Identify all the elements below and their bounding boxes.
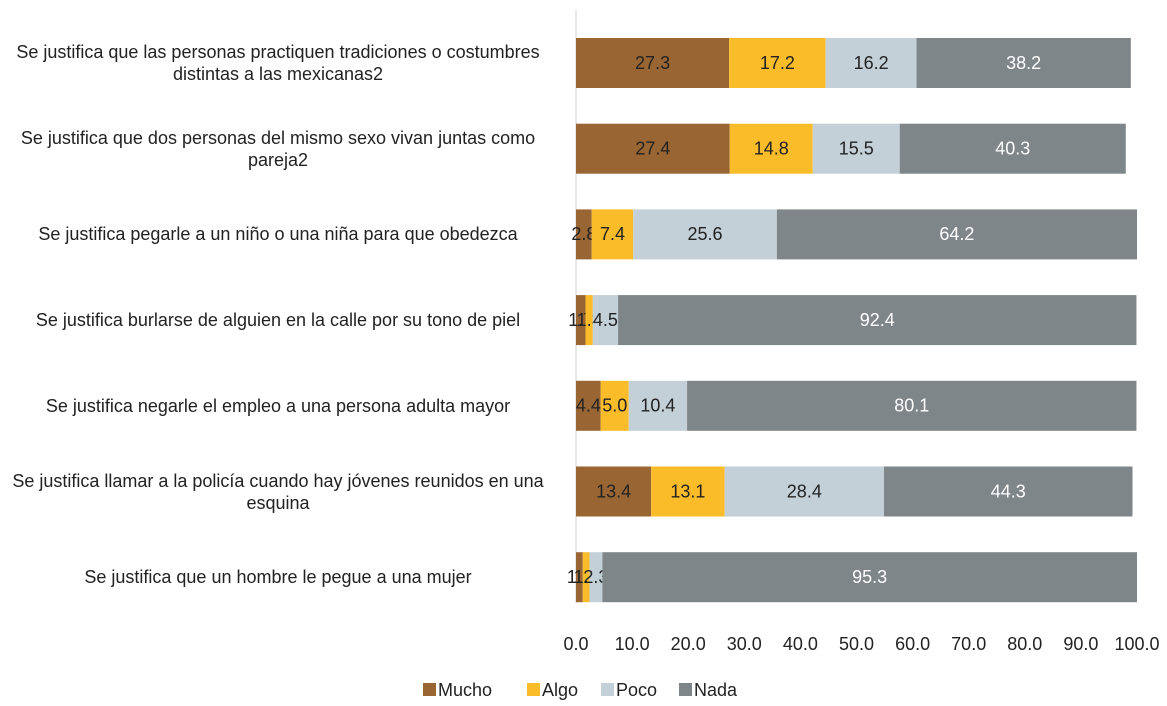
category-label: Se justifica llamar a la policía cuando … (12, 470, 544, 513)
value-label: 38.2 (1006, 53, 1041, 73)
legend-swatch (527, 683, 540, 696)
value-label: 25.6 (688, 224, 723, 244)
x-tick-label: 90.0 (1063, 634, 1098, 654)
legend-swatch (423, 683, 436, 696)
value-label: 28.4 (787, 481, 822, 501)
category-label: Se justifica burlarse de alguien en la c… (35, 310, 521, 331)
value-label: 92.4 (860, 310, 895, 330)
x-tick-label: 100.0 (1114, 634, 1159, 654)
legend-label: Algo (542, 680, 578, 700)
x-tick-label: 70.0 (951, 634, 986, 654)
bar-segment (618, 295, 1137, 346)
value-label: 4.5 (593, 310, 618, 330)
legend-swatch (601, 683, 614, 696)
bar-segment (651, 466, 725, 517)
x-tick-label: 60.0 (895, 634, 930, 654)
bar-segment (628, 380, 688, 431)
bar-segment (585, 295, 593, 346)
bar-segment (729, 123, 813, 174)
bar-segment (576, 123, 730, 174)
bar-segment (602, 552, 1137, 603)
value-label: 40.3 (995, 138, 1030, 158)
bar-segment (776, 209, 1137, 260)
bar-segment (589, 552, 603, 603)
value-label: 7.4 (600, 224, 625, 244)
x-tick-label: 40.0 (783, 634, 818, 654)
value-label: 95.3 (852, 567, 887, 587)
legend-label: Mucho (438, 680, 492, 700)
bar-segment (687, 380, 1137, 431)
bar-segment (729, 38, 826, 88)
category-label: Se justifica negarle el empleo a una per… (45, 395, 511, 416)
bar-segment (592, 295, 619, 346)
bar-segment (576, 466, 652, 517)
bar-segment (600, 380, 629, 431)
value-label: 10.4 (640, 396, 675, 416)
value-label: 13.1 (670, 481, 705, 501)
bar-segment (916, 38, 1131, 88)
bar-segment (724, 466, 884, 517)
value-label: 15.5 (839, 138, 874, 158)
x-tick-label: 10.0 (615, 634, 650, 654)
value-label: 80.1 (894, 396, 929, 416)
bar-segment (582, 552, 590, 603)
value-label: 44.3 (991, 481, 1026, 501)
legend-label: Poco (616, 680, 657, 700)
x-tick-label: 80.0 (1007, 634, 1042, 654)
bar-segment (899, 123, 1126, 174)
legend-label: Nada (694, 680, 738, 700)
category-label: Se justifica que un hombre le pegue a un… (84, 567, 472, 588)
x-tick-label: 0.0 (563, 634, 588, 654)
bar-segment (576, 552, 583, 603)
value-label: 2.3 (583, 567, 608, 587)
value-label: 17.2 (760, 53, 795, 73)
legend-swatch (679, 683, 692, 696)
value-label: 2.8 (571, 224, 596, 244)
bar-segment (812, 123, 900, 174)
bar-segment (576, 380, 601, 431)
value-label: 14.8 (754, 138, 789, 158)
value-label: 64.2 (939, 224, 974, 244)
value-label: 4.4 (576, 396, 601, 416)
category-label: Se justifica que las personas practiquen… (16, 42, 540, 84)
value-label: 27.3 (635, 53, 670, 73)
value-label: 5.0 (602, 396, 627, 416)
bar-segment (825, 38, 917, 88)
category-label: Se justifica pegarle a un niño o una niñ… (38, 224, 518, 245)
x-tick-label: 30.0 (727, 634, 762, 654)
bar-segment (883, 466, 1133, 517)
value-label: 13.4 (596, 481, 631, 501)
bar-segment (576, 295, 586, 346)
x-tick-label: 20.0 (671, 634, 706, 654)
bar-segment (576, 209, 592, 260)
bar-segment (591, 209, 634, 260)
bar-segment (576, 38, 730, 88)
value-label: 27.4 (635, 138, 670, 158)
category-label: Se justifica que dos personas del mismo … (20, 127, 536, 170)
bar-segment (633, 209, 777, 260)
value-label: 16.2 (854, 53, 889, 73)
x-tick-label: 50.0 (839, 634, 874, 654)
